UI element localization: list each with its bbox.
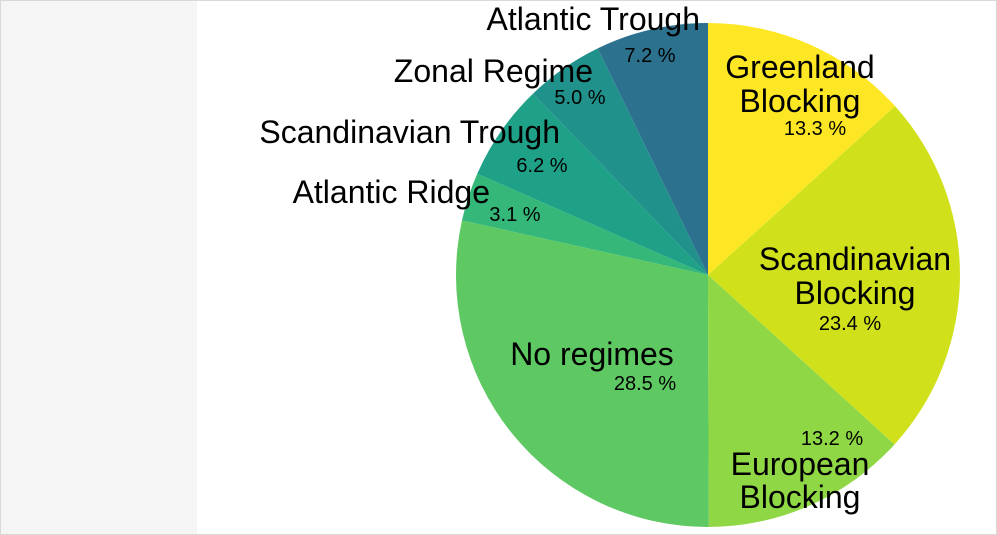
- pie-slice-atlantic-trough: [597, 23, 708, 275]
- slice-category-label: European Blocking: [731, 446, 870, 515]
- slice-category-label: Atlantic Trough: [487, 1, 700, 37]
- pie-slice-atlantic-ridge: [461, 173, 708, 275]
- slice-percent-label: 23.4 %: [819, 313, 881, 335]
- slice-category-label: Scandinavian Trough: [259, 114, 560, 150]
- pie-slice-scandinavian-blocking: [708, 106, 961, 445]
- slice-percent-label: 13.2 %: [801, 428, 863, 450]
- slice-category-label: Scandinavian Blocking: [759, 241, 951, 311]
- pie-slice-greenland-blocking: [708, 23, 896, 275]
- pie-slice-no-regimes: [455, 220, 709, 528]
- slice-category-label: Zonal Regime: [394, 53, 593, 89]
- slice-percent-label: 7.2 %: [624, 45, 675, 67]
- pie-slices: [455, 23, 961, 528]
- slice-percent-label: 6.2 %: [516, 155, 567, 177]
- slice-percent-label: 13.3 %: [784, 118, 846, 140]
- slice-percent-label: 5.0 %: [554, 87, 605, 109]
- slice-category-label: No regimes: [510, 336, 674, 372]
- slice-category-label: Greenland Blocking: [725, 49, 874, 119]
- pie-slice-european-blocking: [708, 275, 895, 527]
- pie-slice-zonal-regime: [533, 48, 708, 276]
- pie-slice-scandinavian-trough: [477, 93, 708, 276]
- slice-category-label: Atlantic Ridge: [293, 174, 490, 210]
- slice-percent-label: 28.5 %: [614, 373, 676, 395]
- slice-percent-label: 3.1 %: [489, 204, 540, 226]
- left-panel: [1, 1, 197, 534]
